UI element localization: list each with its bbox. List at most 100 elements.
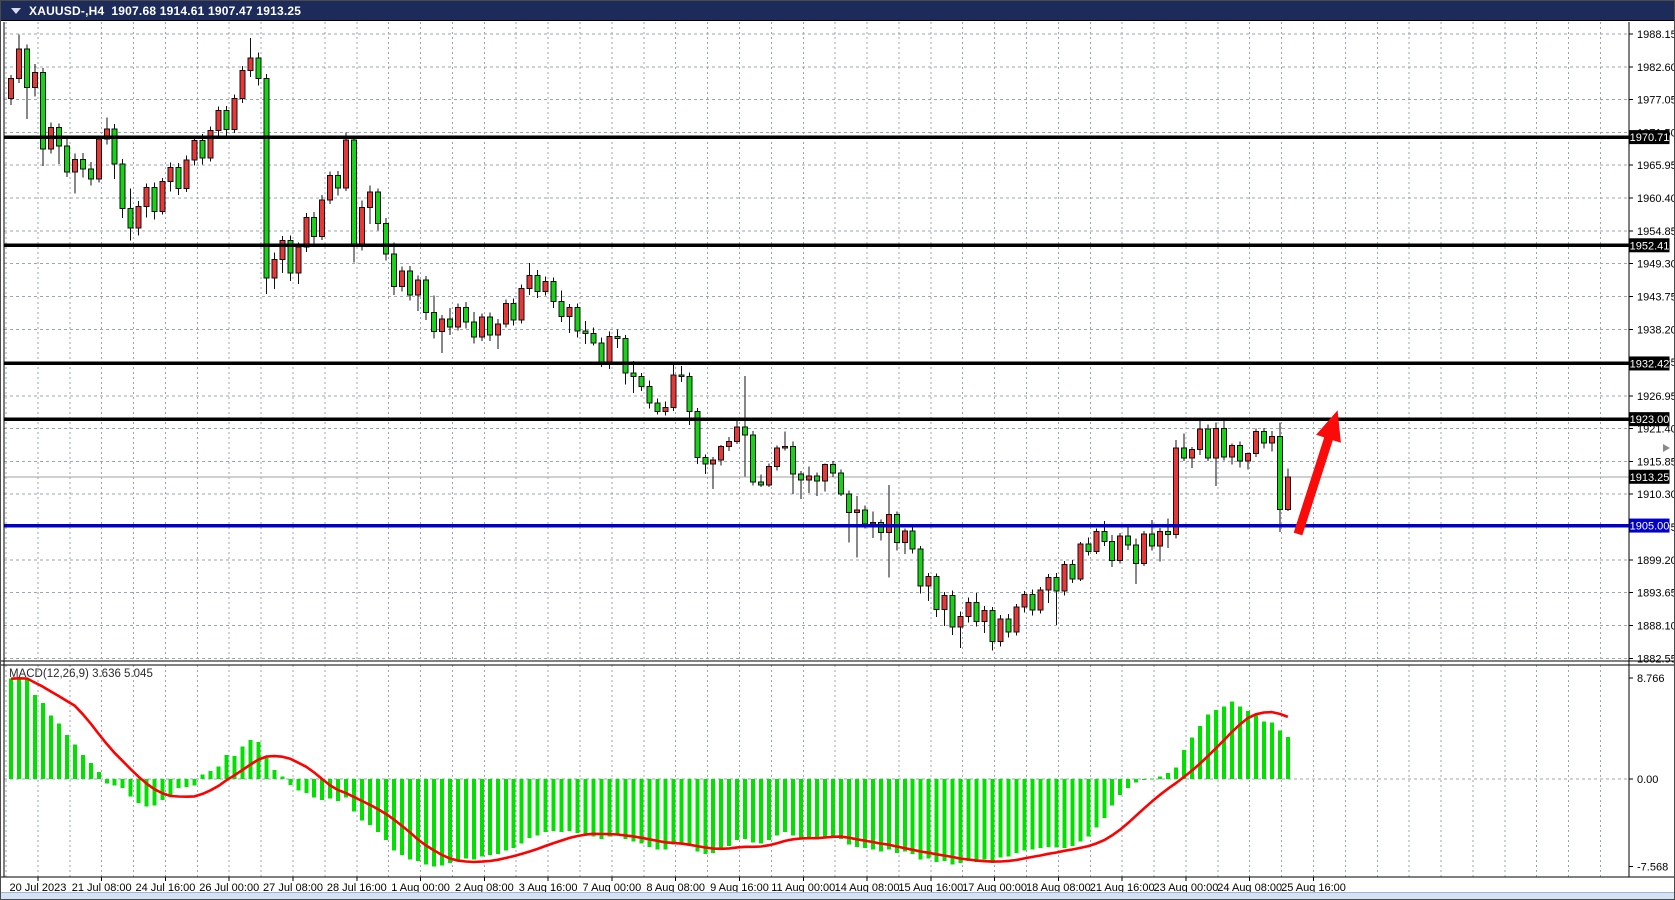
candle-body — [1197, 428, 1204, 450]
candle-body — [1005, 618, 1012, 633]
candle-body — [566, 306, 573, 317]
macd-histogram-bar — [320, 779, 325, 800]
candle-body — [782, 445, 789, 449]
macd-histogram-bar — [216, 766, 221, 779]
macd-histogram-bar — [144, 779, 149, 807]
macd-histogram-bar — [192, 779, 197, 786]
level-price-tag-text: 1970.71 — [1630, 132, 1670, 144]
macd-histogram-bar — [1070, 779, 1075, 846]
grid-lines — [4, 22, 1629, 877]
time-tick-label: 26 Jul 00:00 — [199, 882, 259, 894]
macd-histogram-bar — [1229, 701, 1234, 779]
macd-histogram-bar — [695, 779, 700, 852]
collapse-triangle-icon[interactable] — [11, 7, 21, 14]
macd-histogram-bar — [1038, 779, 1043, 849]
candle-body — [1284, 476, 1291, 511]
macd-histogram-bar — [615, 779, 620, 836]
macd-histogram-bar — [1206, 714, 1210, 779]
macd-histogram-bar — [799, 779, 804, 838]
candle-body — [151, 186, 158, 213]
candle-body — [813, 475, 820, 482]
macd-histogram-bar — [846, 779, 851, 845]
level-price-tag — [1629, 356, 1670, 371]
macd-histogram-bar — [1285, 737, 1290, 779]
macd-signal-line — [10, 676, 1289, 864]
macd-histogram-bar — [352, 779, 357, 812]
candle-body — [446, 318, 453, 328]
time-tick-label: 11 Aug 00:00 — [771, 882, 835, 894]
candle-body — [255, 57, 262, 80]
candle-body — [686, 376, 693, 412]
up-arrow-annotation[interactable] — [1293, 410, 1341, 536]
macd-histogram-bar — [296, 779, 301, 791]
candle-body — [167, 166, 174, 182]
macd-histogram-bar — [415, 779, 420, 861]
macd-histogram-bar — [647, 779, 652, 848]
candle-body — [1093, 530, 1100, 553]
candle-body — [391, 253, 398, 288]
macd-histogram-bar — [886, 779, 891, 850]
macd-histogram-bar — [966, 779, 971, 861]
macd-histogram-bar — [639, 779, 644, 844]
macd-histogram-bar — [767, 779, 772, 841]
macd-histogram-bar — [982, 779, 987, 860]
candle-body — [1212, 428, 1219, 459]
price-axis[interactable]: 1988.151982.601977.051971.501965.951960.… — [1629, 29, 1675, 873]
price-tick-label: 1915.85 — [1637, 456, 1675, 468]
candle-body — [103, 128, 110, 140]
macd-histogram-bar — [1094, 779, 1099, 828]
candle-body — [829, 464, 836, 474]
candle-body — [462, 306, 469, 323]
macd-histogram-bar — [1245, 710, 1250, 779]
macd-histogram-bar — [543, 779, 548, 833]
macd-histogram-bar — [40, 702, 45, 779]
candle-body — [726, 441, 733, 447]
time-tick-label: 1 Aug 00:00 — [391, 882, 450, 894]
macd-histogram-bar — [168, 779, 173, 796]
candle-body — [1077, 543, 1084, 580]
macd-histogram-bar — [1221, 706, 1226, 779]
macd-histogram-bar — [711, 779, 716, 853]
macd-histogram-bar — [902, 779, 907, 852]
candle-body — [750, 434, 757, 483]
candle-body — [383, 222, 390, 255]
macd-histogram-bar — [1269, 722, 1274, 779]
candle-body — [957, 616, 964, 628]
candle-body — [231, 98, 238, 130]
current-price-tag-text: 1913.25 — [1630, 472, 1670, 484]
time-axis[interactable]: 20 Jul 2023 21 Jul 08:00 24 Jul 16:00 26 Ju… — [9, 877, 1346, 894]
candle-body — [1029, 594, 1036, 611]
candle-body — [1053, 577, 1060, 592]
macd-histogram-bar — [998, 779, 1003, 858]
macd-histogram-bar — [950, 779, 955, 865]
time-tick-label: 24 Jul 16:00 — [135, 882, 195, 894]
macd-histogram-bar — [48, 715, 53, 779]
price-tick-label: 1926.95 — [1637, 391, 1675, 403]
macd-histogram-bar — [1022, 779, 1027, 851]
candle-body — [630, 372, 637, 378]
candle-body — [31, 72, 38, 89]
macd-histogram-bar — [1062, 779, 1067, 849]
candle-body — [303, 217, 310, 248]
up-arrow[interactable] — [1293, 410, 1341, 536]
candle-body — [399, 270, 406, 288]
time-tick-label: 2 Aug 08:00 — [455, 882, 514, 894]
window-bottom-strip — [1, 892, 1674, 899]
macd-histogram-bar — [376, 779, 381, 833]
candle-body — [510, 302, 517, 321]
horizontal-level-lines[interactable] — [4, 135, 1629, 528]
candle-body — [598, 342, 605, 365]
candle-body — [199, 140, 206, 159]
macd-histogram-bar — [200, 774, 205, 779]
macd-histogram-bar — [1078, 779, 1083, 842]
candle-body — [718, 445, 725, 461]
macd-histogram-bar — [807, 779, 811, 838]
price-tick-label: 1888.10 — [1637, 620, 1675, 632]
macd-histogram-bar — [463, 779, 468, 859]
macd-histogram-bar — [80, 754, 85, 779]
macd-histogram-bar — [104, 779, 109, 784]
candle-body — [319, 199, 326, 237]
candle-body — [502, 302, 509, 325]
macd-histogram-bar — [990, 779, 995, 864]
